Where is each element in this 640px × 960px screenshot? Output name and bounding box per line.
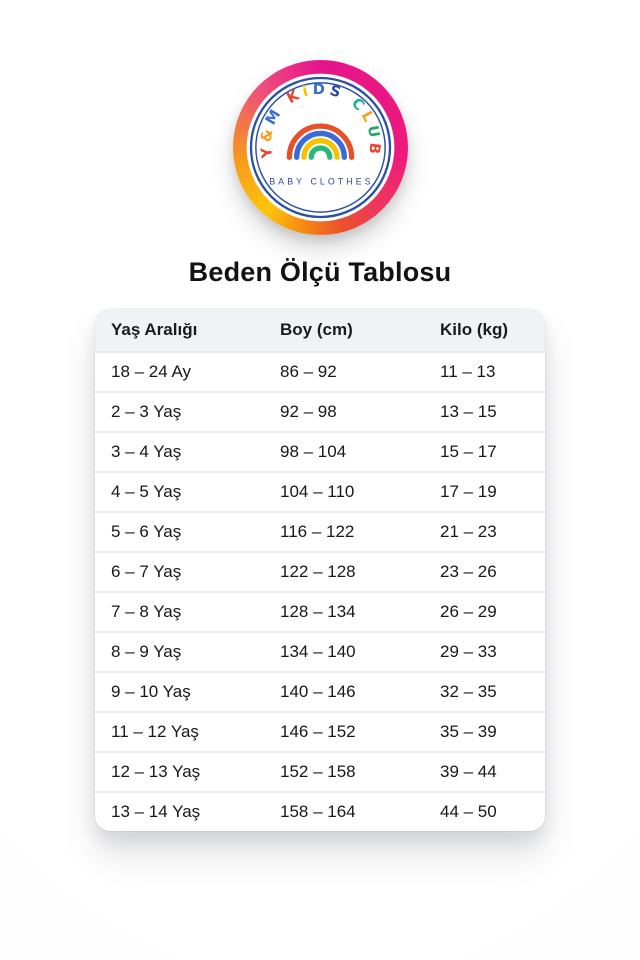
cell-height: 98 – 104 [280, 442, 347, 461]
column-header-weight: Kilo (kg) [440, 320, 508, 339]
table-row: 8 – 9 Yaş 134 – 140 29 – 33 [95, 633, 545, 673]
cell-weight: 32 – 35 [440, 682, 497, 701]
cell-age: 4 – 5 Yaş [111, 482, 182, 501]
table-row: 6 – 7 Yaş 122 – 128 23 – 26 [95, 553, 545, 593]
cell-weight: 35 – 39 [440, 722, 497, 741]
logo-blue-ring-inner [254, 82, 386, 213]
table-row: 18 – 24 Ay 86 – 92 11 – 13 [95, 353, 545, 393]
logo-subtitle: BABY CLOTHES [269, 176, 373, 186]
cell-height: 158 – 164 [280, 802, 356, 821]
cell-age: 18 – 24 Ay [111, 362, 192, 381]
cell-height: 86 – 92 [280, 362, 337, 381]
table-row: 4 – 5 Yaş 104 – 110 17 – 19 [95, 473, 545, 513]
cell-height: 152 – 158 [280, 762, 356, 781]
cell-height: 116 – 122 [280, 522, 355, 541]
table-row: 5 – 6 Yaş 116 – 122 21 – 23 [95, 513, 545, 553]
rainbow-arc-red [286, 123, 354, 160]
cell-weight: 23 – 26 [440, 562, 497, 581]
cell-age: 13 – 14 Yaş [111, 802, 201, 821]
cell-height: 140 – 146 [280, 682, 356, 701]
page-title: Beden Ölçü Tablosu [188, 257, 452, 287]
table-row: 2 – 3 Yaş 92 – 98 13 – 15 [95, 393, 545, 433]
table-row: 3 – 4 Yaş 98 – 104 15 – 17 [95, 433, 545, 473]
cell-height: 92 – 98 [280, 402, 337, 421]
table-row: 11 – 12 Yaş 146 – 152 35 – 39 [95, 713, 545, 753]
column-header-height: Boy (cm) [280, 320, 353, 339]
table-row: 7 – 8 Yaş 128 – 134 26 – 29 [95, 593, 545, 633]
cell-weight: 15 – 17 [440, 442, 497, 461]
cell-age: 12 – 13 Yaş [111, 762, 201, 781]
cell-weight: 29 – 33 [440, 642, 497, 661]
cell-weight: 26 – 29 [440, 602, 497, 621]
cell-age: 6 – 7 Yaş [111, 562, 182, 581]
cell-age: 8 – 9 Yaş [111, 642, 182, 661]
cell-weight: 39 – 44 [440, 762, 497, 781]
logo-blue-ring-outer [249, 76, 391, 219]
cell-weight: 17 – 19 [440, 482, 497, 501]
cell-weight: 44 – 50 [440, 802, 497, 821]
cell-age: 7 – 8 Yaş [111, 602, 182, 621]
table-row: 12 – 13 Yaş 152 – 158 39 – 44 [95, 753, 545, 793]
cell-height: 122 – 128 [280, 562, 356, 581]
cell-age: 5 – 6 Yaş [111, 522, 182, 541]
column-header-age: Yaş Aralığı [111, 320, 198, 339]
cell-weight: 13 – 15 [440, 402, 497, 421]
cell-age: 11 – 12 Yaş [111, 722, 199, 741]
cell-age: 9 – 10 Yaş [111, 682, 191, 701]
table-header-row: Yaş Aralığı Boy (cm) Kilo (kg) [95, 309, 545, 353]
cell-height: 146 – 152 [280, 722, 356, 741]
cell-height: 128 – 134 [280, 602, 356, 621]
cell-weight: 21 – 23 [440, 522, 497, 541]
rainbow-arc-yellow [300, 138, 340, 160]
table-row: 13 – 14 Yaş 158 – 164 44 – 50 [95, 793, 545, 831]
rainbow-arc-blue [293, 130, 347, 160]
table-row: 9 – 10 Yaş 140 – 146 32 – 35 [95, 673, 545, 713]
cell-age: 2 – 3 Yaş [111, 402, 182, 421]
cell-weight: 11 – 13 [440, 362, 496, 381]
cell-age: 3 – 4 Yaş [111, 442, 182, 461]
cell-height: 104 – 110 [280, 482, 355, 501]
cell-height: 134 – 140 [280, 642, 356, 661]
rainbow-arc-green [308, 145, 332, 160]
size-table-card: Yaş Aralığı Boy (cm) Kilo (kg) 18 – 24 A… [95, 309, 545, 831]
